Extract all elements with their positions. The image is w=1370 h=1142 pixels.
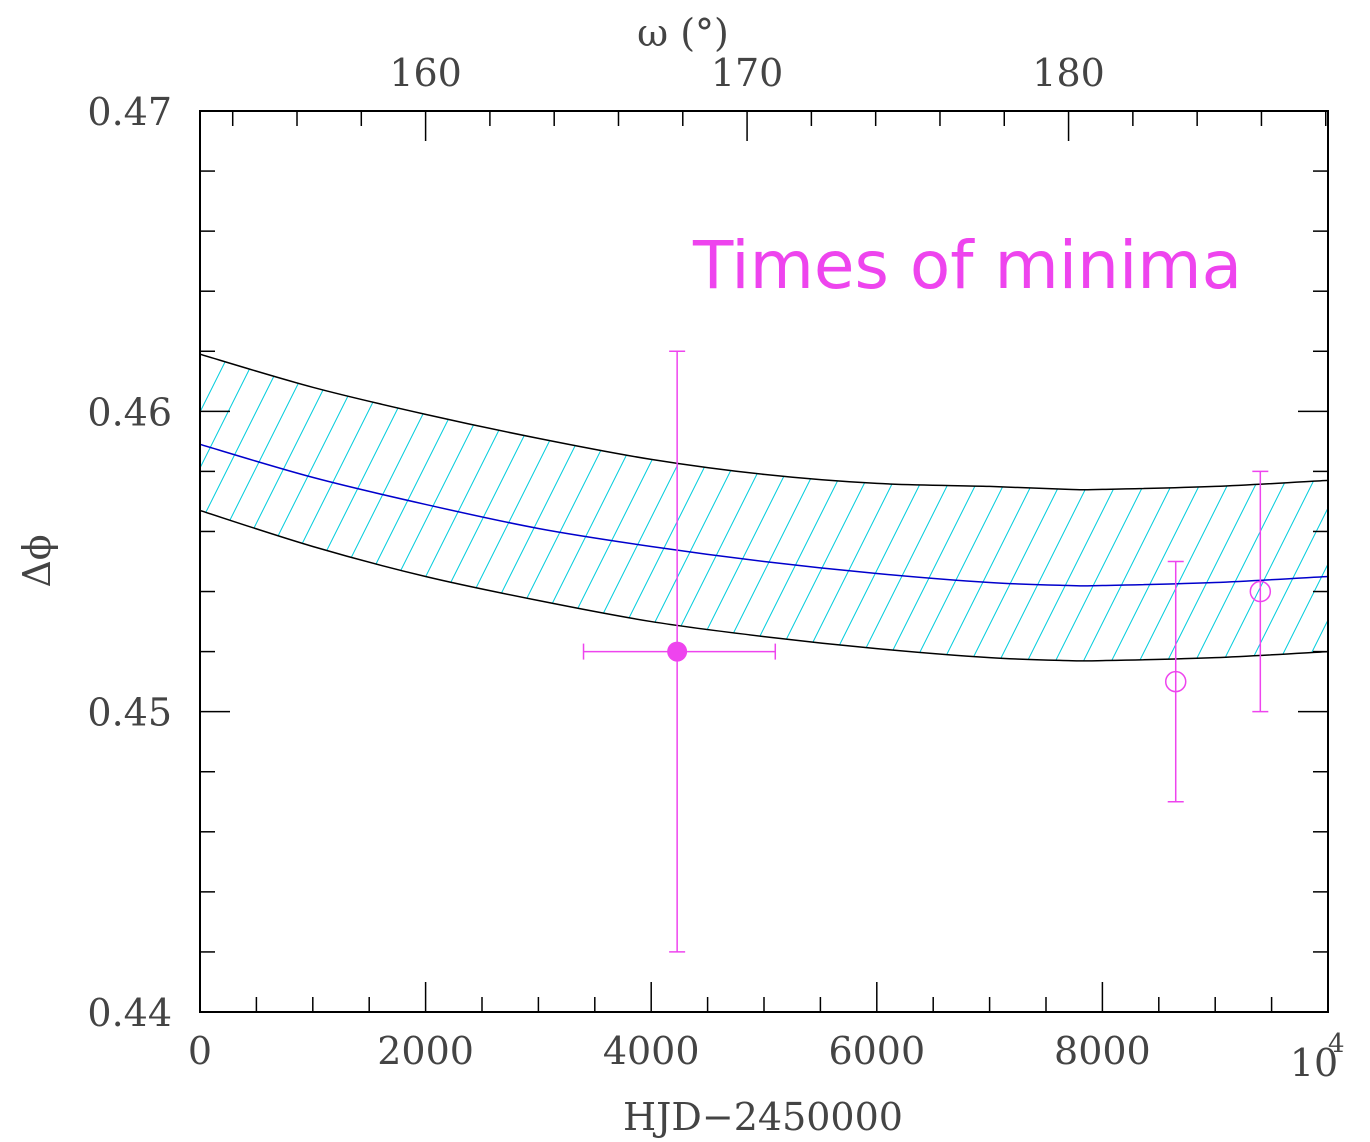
hatch-line [503, 354, 685, 661]
hatch-line [419, 354, 601, 661]
x-tick-exponent: 4 [1328, 1029, 1345, 1059]
x-tick-label: 8000 [1054, 1029, 1151, 1073]
hatch-line [447, 354, 629, 661]
hatch-line [1287, 354, 1328, 661]
hatch-line [1035, 354, 1217, 661]
data-point [582, 350, 777, 953]
top-tick-label: 170 [711, 51, 784, 95]
y-tick-label: 0.45 [87, 691, 172, 735]
x-tick-label: 6000 [828, 1029, 925, 1073]
x-axis-label: HJD−2450000 [623, 1095, 903, 1139]
model-curves [200, 353, 1328, 662]
y-tick-label: 0.46 [87, 390, 172, 434]
hatch-line [223, 354, 405, 661]
top-axis-label: ω (°) [637, 11, 729, 55]
y-tick-label: 0.47 [87, 90, 172, 134]
hatch-line [951, 354, 1133, 661]
chart-annotation: Times of minima [692, 227, 1242, 304]
point-marker [1249, 580, 1272, 603]
hatch-line [895, 354, 1077, 661]
hatch-line [200, 354, 237, 661]
hatch-line [783, 354, 965, 661]
data-point [1164, 560, 1187, 803]
hatch-line [200, 354, 265, 661]
data-points [582, 350, 1272, 953]
tick-labels: 0 2000 4000 6000 8000 104 0.44 0.45 0.46 0.47 160 1… [87, 51, 1344, 1085]
band-upper-curve [200, 353, 1328, 491]
hatch-line [1007, 354, 1189, 661]
data-point [1249, 470, 1272, 713]
y-tick-label: 0.44 [87, 991, 172, 1035]
hatch-line [279, 354, 461, 661]
hatch-line [979, 354, 1161, 661]
band-lower-curve [200, 509, 1328, 662]
model-center-curve [200, 443, 1328, 587]
hatch-line [1203, 354, 1328, 661]
hatch-line [1315, 354, 1328, 661]
hatch-line [200, 354, 349, 661]
hatch-line [1344, 340, 1370, 700]
axis-ticks [199, 110, 1329, 1013]
hatch-line [867, 354, 1049, 661]
hatch-line [391, 354, 573, 661]
hatch-line [1259, 354, 1328, 661]
hatch-line [335, 354, 517, 661]
x-tick-label: 0 [188, 1029, 212, 1073]
top-tick-label: 180 [1032, 51, 1105, 95]
hatch-line [1063, 354, 1245, 661]
hatch-line [475, 354, 657, 661]
x-tick-label: 10 [1290, 1041, 1338, 1085]
hatch-line [839, 354, 1021, 661]
hatch-line [1091, 354, 1273, 661]
x-tick-label: 2000 [377, 1029, 474, 1073]
x-tick-label: 4000 [603, 1029, 700, 1073]
point-marker [1164, 670, 1187, 693]
hatch-line [727, 354, 909, 661]
point-marker [667, 641, 688, 662]
hatch-line [811, 354, 993, 661]
hatch-line [559, 354, 741, 661]
y-axis-label: Δϕ [15, 534, 59, 587]
hatch-line [200, 354, 377, 661]
hatch-line [615, 354, 797, 661]
hatch-line [923, 354, 1105, 661]
hatch-line [1231, 354, 1328, 661]
hatch-line [307, 354, 489, 661]
top-tick-label: 160 [389, 51, 462, 95]
hatch-line [1119, 354, 1301, 661]
hatch-line [671, 354, 853, 661]
hatch-line [363, 354, 545, 661]
